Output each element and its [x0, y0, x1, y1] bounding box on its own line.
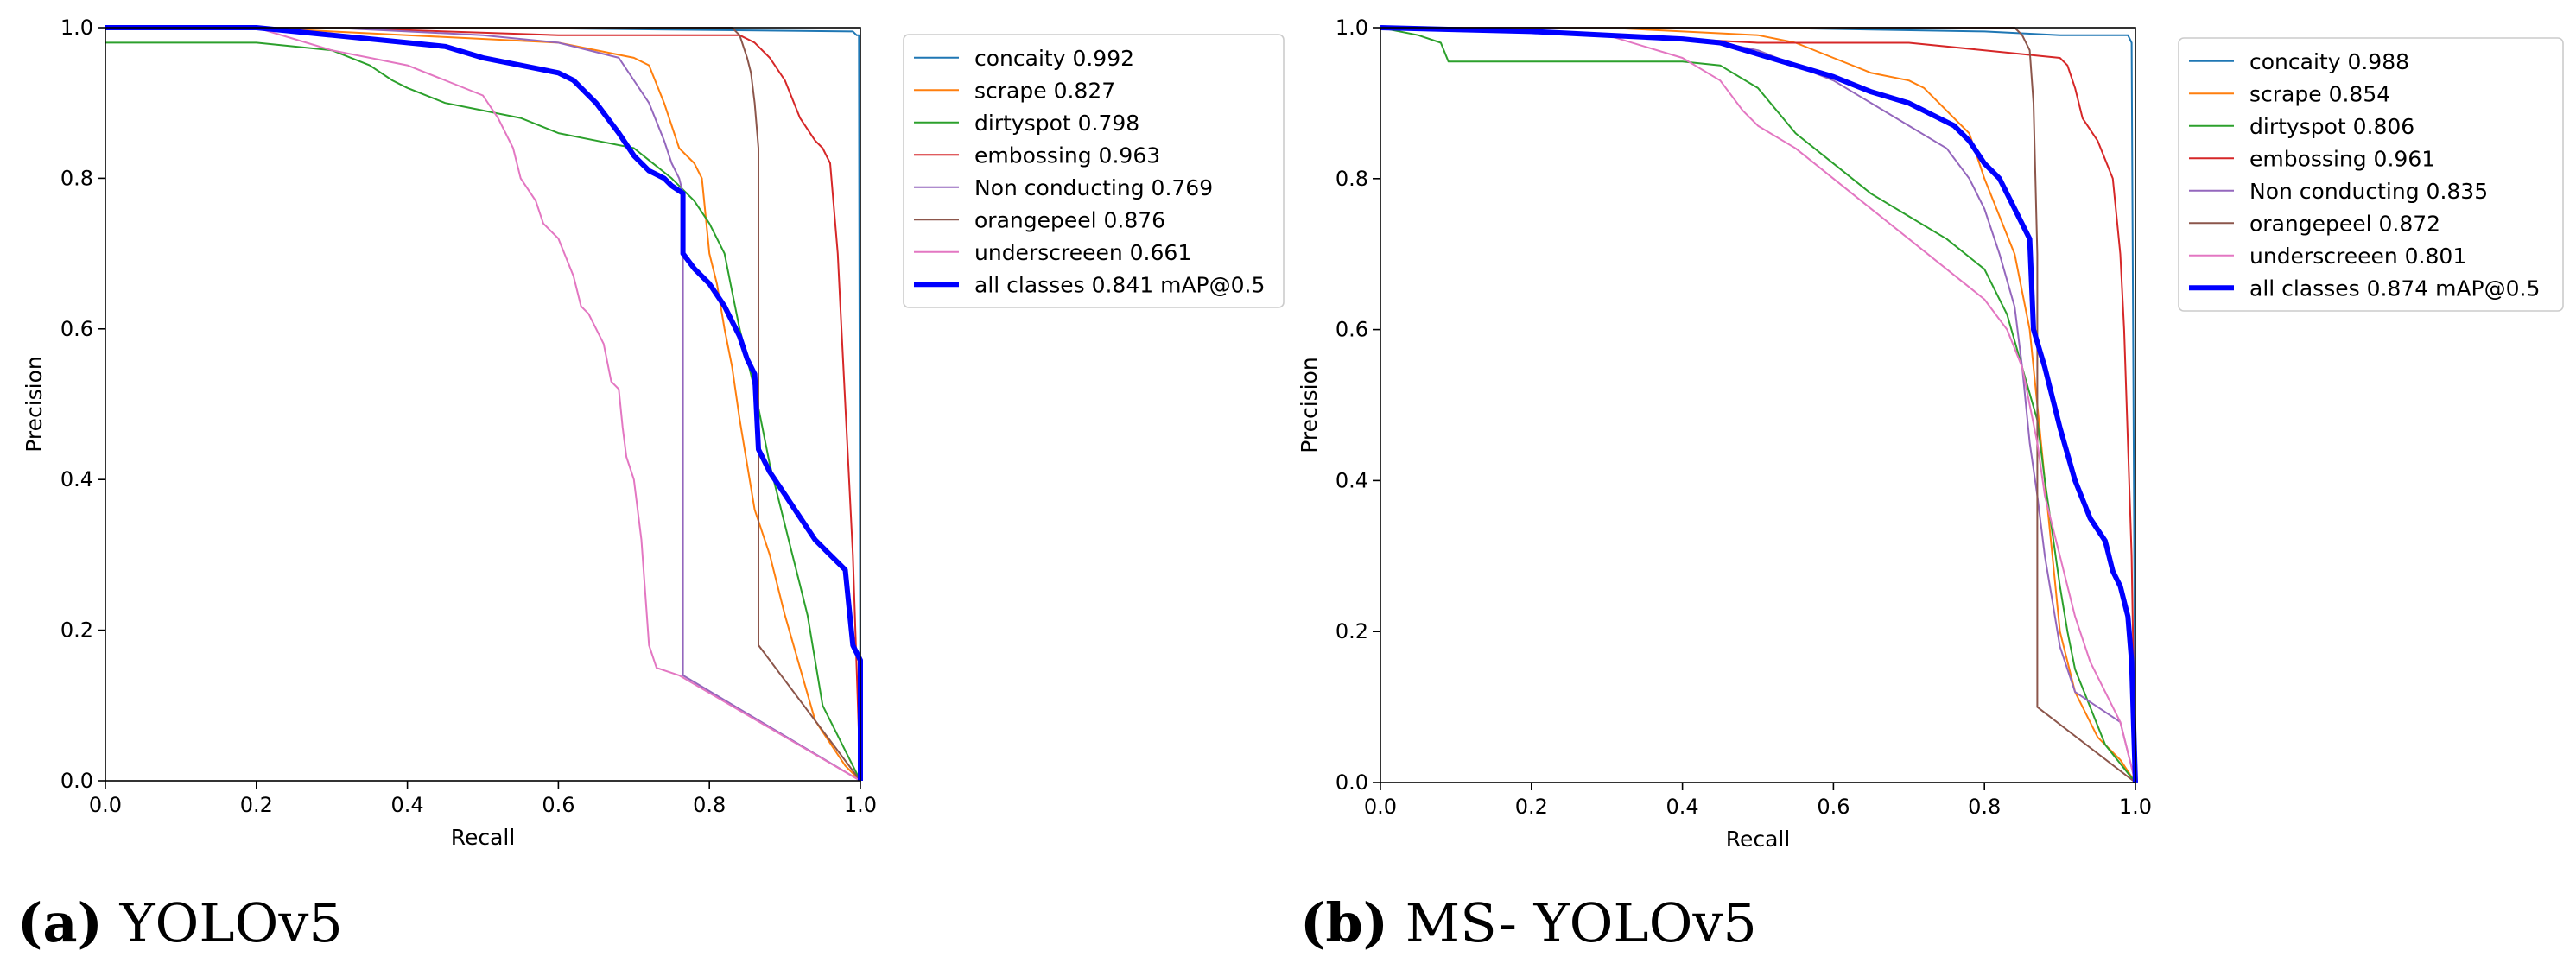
series-line-6 [1380, 27, 2136, 783]
legend-label: underscreeen 0.801 [2249, 244, 2466, 269]
chart-b: 0.0 0.2 0.4 0.6 0.8 1.0 0.0 0.2 0.4 0.6 0.8 1.0 Reca… [1297, 16, 2564, 852]
x-tick-label: 1.0 [844, 793, 877, 817]
legend-label: Non conducting 0.835 [2249, 179, 2488, 204]
caption-a: (a) YOLOv5 [17, 891, 343, 954]
series-line-1 [105, 27, 861, 782]
series-line-0 [1380, 27, 2136, 783]
chart-a: 0.0 0.2 0.4 0.6 0.8 1.0 0.0 0.2 0.4 0.6 0.8 1.0 Reca… [22, 16, 1285, 850]
series-line-0 [105, 27, 861, 782]
y-tick-label: 0.2 [60, 618, 93, 643]
series-line-2 [1380, 27, 2136, 783]
y-tick-label: 0.4 [1336, 468, 1368, 492]
x-tick-label: 0.6 [542, 793, 574, 817]
caption-b-letter: (b) [1300, 891, 1389, 954]
x-tick-label: 0.6 [1817, 795, 1850, 819]
series-line-3 [105, 27, 861, 782]
y-tick-label: 0.8 [1336, 167, 1368, 191]
series-line-3 [1380, 27, 2136, 783]
series-line-4 [105, 27, 861, 782]
series-line-5 [105, 27, 861, 782]
y-tick-label: 0.8 [60, 166, 93, 190]
series-line-7 [105, 25, 863, 781]
series-line-4 [1380, 27, 2136, 783]
legend-label: scrape 0.854 [2249, 81, 2390, 106]
series-line-2 [105, 41, 861, 782]
x-axis-label: Recall [451, 825, 516, 850]
y-tick-label: 0.4 [60, 467, 93, 491]
series-line-6 [105, 27, 861, 782]
legend-label: underscreeen 0.661 [974, 240, 1191, 265]
legend-label: Non conducting 0.769 [974, 175, 1213, 200]
legend-label: concaity 0.988 [2249, 49, 2409, 74]
series-line-1 [1380, 27, 2136, 783]
series-line-5 [1380, 27, 2136, 783]
y-tick-label: 0.6 [60, 317, 93, 341]
x-tick-label: 0.0 [89, 793, 122, 817]
caption-a-letter: (a) [17, 891, 103, 954]
x-tick-label: 0.8 [693, 793, 726, 817]
y-axis-label: Precision [22, 356, 47, 453]
plot-frame [1380, 27, 2136, 783]
x-axis-label: Recall [1726, 827, 1791, 852]
y-tick-label: 0.0 [1336, 770, 1368, 795]
x-tick-label: 0.2 [240, 793, 273, 817]
legend-label: dirtyspot 0.806 [2249, 114, 2414, 139]
y-tick-label: 1.0 [60, 16, 93, 40]
legend-label: all classes 0.874 mAP@0.5 [2249, 276, 2540, 301]
legend-label: orangepeel 0.872 [2249, 211, 2440, 236]
legend-label: orangepeel 0.876 [974, 207, 1165, 232]
y-tick-label: 0.0 [60, 769, 93, 793]
x-tick-label: 0.8 [1968, 795, 2001, 819]
y-axis-label: Precision [1297, 357, 1322, 453]
plot-frame [105, 27, 861, 782]
legend-label: concaity 0.992 [974, 46, 1134, 71]
series-line-7 [1380, 25, 2138, 783]
x-tick-label: 1.0 [2119, 795, 2152, 819]
x-tick-label: 0.4 [1666, 795, 1699, 819]
y-tick-label: 0.6 [1336, 318, 1368, 342]
y-tick-label: 1.0 [1336, 16, 1368, 40]
x-tick-label: 0.4 [391, 793, 424, 817]
x-tick-label: 0.2 [1515, 795, 1548, 819]
legend-label: scrape 0.827 [974, 78, 1115, 103]
caption-b-text: MS- YOLOv5 [1405, 891, 1757, 954]
caption-b: (b) MS- YOLOv5 [1300, 891, 1757, 954]
caption-a-text: YOLOv5 [119, 891, 343, 954]
legend-label: dirtyspot 0.798 [974, 111, 1139, 136]
legend-box [2178, 37, 2564, 312]
legend-label: embossing 0.963 [974, 143, 1160, 168]
y-tick-label: 0.2 [1336, 619, 1368, 643]
x-tick-label: 0.0 [1364, 795, 1397, 819]
legend-label: embossing 0.961 [2249, 146, 2435, 171]
legend-box [903, 34, 1285, 308]
legend-label: all classes 0.841 mAP@0.5 [974, 272, 1265, 297]
